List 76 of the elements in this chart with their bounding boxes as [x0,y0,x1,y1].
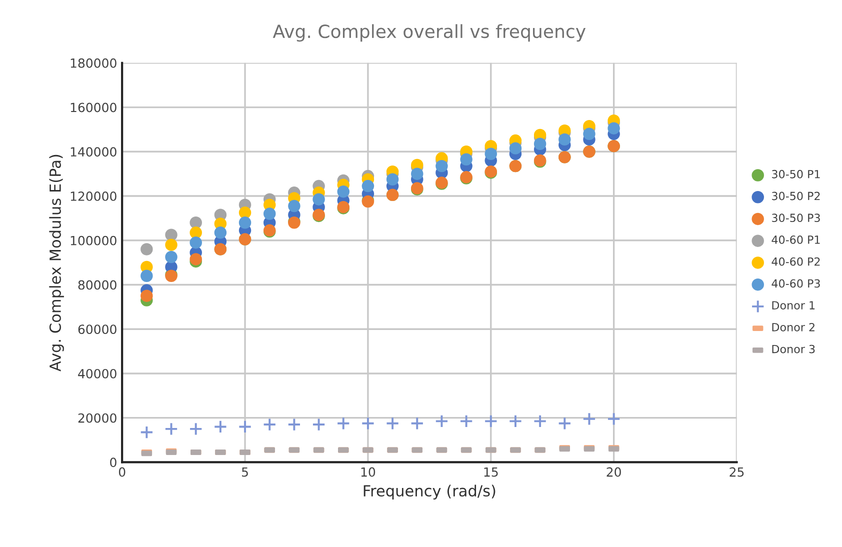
point [140,425,154,440]
point [140,270,153,282]
point [214,226,227,239]
point [558,133,571,146]
y-tick-label: 140000 [70,147,116,157]
point [410,416,424,430]
x-tick-label: 20 [606,467,621,477]
point [140,243,153,256]
point [361,416,375,430]
point [262,418,276,432]
point [165,250,178,264]
point [484,148,498,160]
point [386,416,400,430]
point [190,236,202,249]
legend-label: Donor 2 [772,322,814,332]
chart-title: Avg. Complex overall vs frequency [272,24,586,42]
point [165,238,178,251]
y-tick-label: 20000 [78,413,116,423]
point [238,420,252,434]
point [533,414,547,428]
point [165,228,178,241]
point [238,206,252,219]
x-tick-label: 10 [361,467,376,477]
legend-label: Donor 3 [772,344,815,354]
point [386,173,399,186]
legend-label: 30-50 P1 [772,170,820,178]
point [534,138,546,150]
point [362,180,374,192]
point [214,420,228,434]
x-tick-label: 0 [118,467,126,477]
x-tick-label: 25 [730,467,744,477]
point [484,414,498,428]
point [312,418,326,432]
legend-label: 40-60 P1 [772,236,820,244]
y-tick-label: 40000 [78,368,116,378]
legend-label: 30-50 P2 [772,192,820,200]
y-tick-label: 60000 [78,324,116,334]
point [312,193,325,206]
point [288,200,300,212]
x-axis-title: Frequency (rad/s) [364,484,496,500]
point [608,122,620,134]
y-tick-label: 0 [110,458,116,468]
legend-label: Donor 1 [772,301,815,310]
point [190,253,202,266]
legend-label: 40-60 P2 [772,257,820,266]
point [434,414,448,428]
point [190,226,202,239]
x-tick-label: 5 [242,467,248,477]
point [558,416,572,430]
point [411,168,424,180]
point [583,128,596,140]
point [436,160,448,172]
legend-label: 40-60 P3 [772,279,820,288]
point [263,208,276,220]
point [607,412,621,426]
y-tick-label: 100000 [70,236,116,246]
point [582,412,596,426]
point [509,142,522,154]
point [336,416,350,430]
point [190,216,202,229]
point [460,153,472,166]
point [508,414,522,428]
legend-label: 30-50 P3 [772,214,820,222]
point [189,422,203,436]
point [140,290,153,302]
point [287,418,301,432]
y-axis-title: Avg. Complex Modulus E(Pa) [49,154,64,372]
y-tick-label: 120000 [70,191,116,201]
point [337,185,350,198]
x-tick-label: 15 [484,467,498,477]
point [164,422,178,436]
point [238,216,252,229]
y-tick-label: 180000 [70,58,116,68]
y-tick-label: 160000 [70,102,116,112]
y-tick-label: 80000 [78,280,116,290]
point [460,414,474,428]
